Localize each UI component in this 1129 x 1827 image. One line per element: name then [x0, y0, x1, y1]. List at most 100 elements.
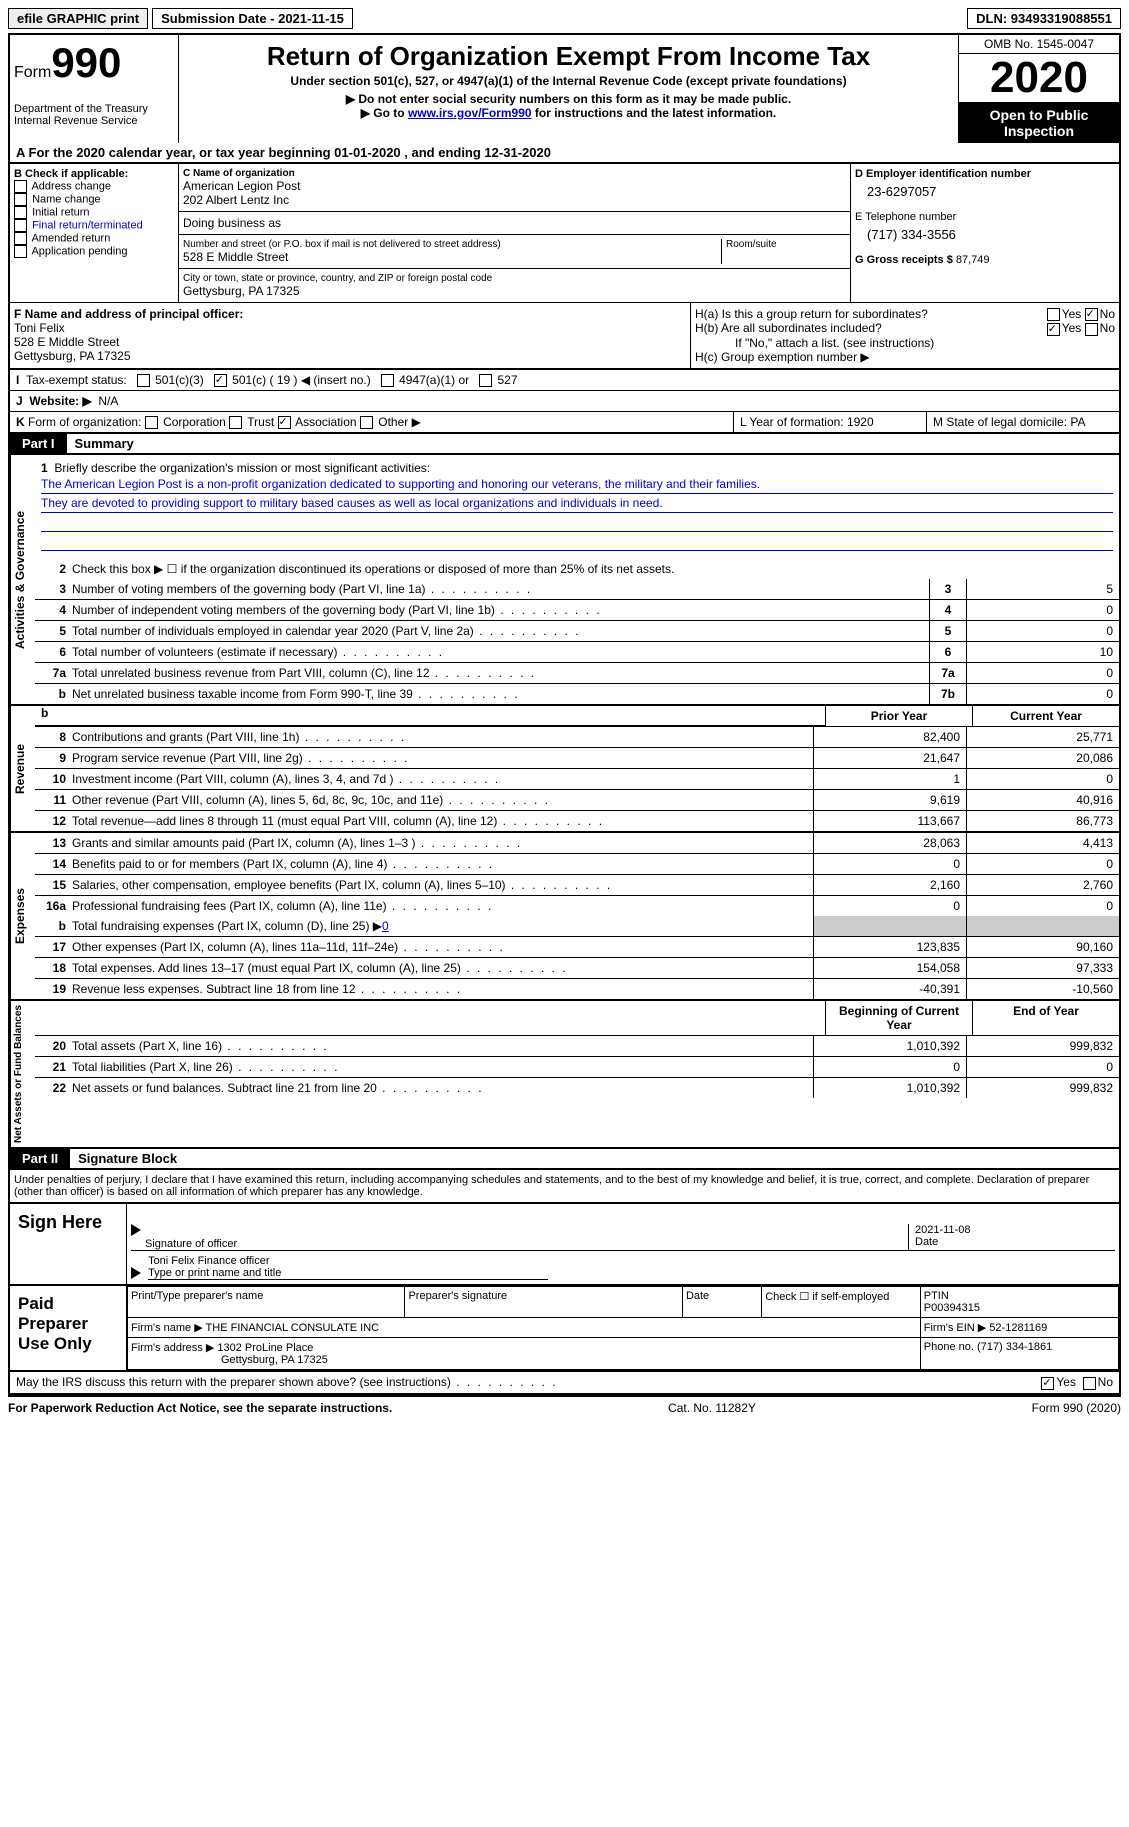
officer-addr2: Gettysburg, PA 17325	[14, 349, 686, 363]
f-label: F Name and address of principal officer:	[14, 307, 686, 321]
governance-label: Activities & Governance	[10, 455, 35, 704]
officer-row: F Name and address of principal officer:…	[8, 302, 1121, 370]
form990-link[interactable]: www.irs.gov/Form990	[408, 106, 532, 120]
mission-text2: They are devoted to providing support to…	[41, 496, 1113, 513]
sig-date: 2021-11-08	[915, 1224, 1115, 1236]
gov-line: 7aTotal unrelated business revenue from …	[35, 663, 1119, 684]
domicile: M State of legal domicile: PA	[927, 412, 1119, 432]
warn2-prefix: ▶ Go to	[361, 106, 408, 120]
preparer-table: Print/Type preparer's name Preparer's si…	[127, 1286, 1119, 1370]
revenue-label: Revenue	[10, 706, 35, 831]
expenses-label: Expenses	[10, 833, 35, 999]
arrow-icon	[131, 1267, 141, 1279]
warn1: ▶ Do not enter social security numbers o…	[183, 92, 954, 106]
phone-label: E Telephone number	[855, 211, 1115, 223]
year-formation: L Year of formation: 1920	[734, 412, 927, 432]
form-subtitle: Under section 501(c), 527, or 4947(a)(1)…	[183, 74, 954, 88]
part1-header: Part I Summary	[8, 434, 1121, 455]
dln-label: DLN: 93493319088551	[967, 8, 1121, 29]
footer-right: Form 990 (2020)	[1032, 1401, 1121, 1415]
mission-label: Briefly describe the organization's miss…	[54, 461, 430, 475]
revenue-section: Revenue bPrior YearCurrent Year 8Contrib…	[8, 706, 1121, 833]
sign-here-label: Sign Here	[10, 1204, 127, 1284]
gross-value: 87,749	[956, 254, 990, 266]
discuss-row: May the IRS discuss this return with the…	[8, 1372, 1121, 1394]
summary-line: 16aProfessional fundraising fees (Part I…	[35, 896, 1119, 916]
end-year-header: End of Year	[972, 1001, 1119, 1035]
form-label: Form	[14, 64, 51, 81]
ein-value: 23-6297057	[867, 184, 1115, 199]
officer-printed-name: Toni Felix Finance officer	[148, 1255, 269, 1267]
gross-label: G Gross receipts $	[855, 254, 953, 266]
gov-line: 3Number of voting members of the governi…	[35, 579, 1119, 600]
city-state-zip: Gettysburg, PA 17325	[183, 284, 846, 298]
form-title: Return of Organization Exempt From Incom…	[183, 41, 954, 72]
city-label: City or town, state or province, country…	[183, 273, 846, 284]
summary-line: 10Investment income (Part VIII, column (…	[35, 769, 1119, 790]
ha-label: H(a) Is this a group return for subordin…	[695, 307, 928, 321]
officer-addr1: 528 E Middle Street	[14, 335, 686, 349]
ein-label: D Employer identification number	[855, 168, 1115, 180]
tax-year: 2020	[959, 54, 1119, 103]
form-header: Form990 Department of the Treasury Inter…	[8, 33, 1121, 143]
footer-mid: Cat. No. 11282Y	[668, 1401, 756, 1415]
yes-label: Yes	[1062, 307, 1082, 321]
summary-line: 13Grants and similar amounts paid (Part …	[35, 833, 1119, 854]
chk-address: Address change	[31, 180, 111, 192]
line2-text: Check this box ▶ ☐ if the organization d…	[69, 559, 1119, 579]
no-label-2: No	[1100, 321, 1115, 335]
chk-name: Name change	[32, 193, 101, 205]
hc-label: H(c) Group exemption number ▶	[695, 350, 1115, 364]
chk-amended: Amended return	[31, 232, 110, 244]
omb-number: OMB No. 1545-0047	[959, 35, 1119, 54]
chk-final: Final return/terminated	[32, 219, 143, 231]
begin-year-header: Beginning of Current Year	[825, 1001, 972, 1035]
no-label: No	[1100, 307, 1115, 321]
netassets-label: Net Assets or Fund Balances	[10, 1001, 35, 1147]
org-name2: 202 Albert Lentz Inc	[183, 193, 846, 207]
page-footer: For Paperwork Reduction Act Notice, see …	[8, 1395, 1121, 1419]
chk-initial: Initial return	[32, 206, 89, 218]
efile-button[interactable]: efile GRAPHIC print	[8, 8, 148, 29]
sign-here-row: Sign Here Signature of officer 2021-11-0…	[8, 1204, 1121, 1286]
col-b-label: B Check if applicable:	[14, 168, 174, 180]
summary-line: 15Salaries, other compensation, employee…	[35, 875, 1119, 896]
hb-note: If "No," attach a list. (see instruction…	[735, 336, 1115, 350]
yes-label-2: Yes	[1062, 321, 1082, 335]
arrow-icon	[131, 1224, 141, 1236]
summary-line: 11Other revenue (Part VIII, column (A), …	[35, 790, 1119, 811]
prior-year-header: Prior Year	[825, 706, 972, 726]
summary-line: 14Benefits paid to or for members (Part …	[35, 854, 1119, 875]
part2-header: Part II Signature Block	[8, 1149, 1121, 1170]
identity-row: B Check if applicable: Address change Na…	[8, 164, 1121, 302]
summary-line: 20Total assets (Part X, line 16)1,010,39…	[35, 1036, 1119, 1057]
form-number: 990	[51, 39, 121, 86]
submission-date: Submission Date - 2021-11-15	[152, 8, 353, 29]
summary-line: 21Total liabilities (Part X, line 26)00	[35, 1057, 1119, 1078]
current-year-header: Current Year	[972, 706, 1119, 726]
street-address: 528 E Middle Street	[183, 250, 721, 264]
summary-line: 12Total revenue—add lines 8 through 11 (…	[35, 811, 1119, 831]
gov-line: 6Total number of volunteers (estimate if…	[35, 642, 1119, 663]
row-i: I Tax-exempt status: 501(c)(3) 501(c) ( …	[8, 370, 1121, 391]
warn2-suffix: for instructions and the latest informat…	[532, 106, 777, 120]
gov-line: bNet unrelated business taxable income f…	[35, 684, 1119, 704]
room-label: Room/suite	[721, 239, 846, 264]
dept-label: Department of the Treasury Internal Reve…	[14, 103, 174, 127]
open-public-badge: Open to Public Inspection	[959, 103, 1119, 143]
sig-officer-label: Signature of officer	[145, 1238, 908, 1250]
summary-line: 22Net assets or fund balances. Subtract …	[35, 1078, 1119, 1098]
summary-line: 8Contributions and grants (Part VIII, li…	[35, 727, 1119, 748]
summary-line: 17Other expenses (Part IX, column (A), l…	[35, 937, 1119, 958]
summary-line: 19Revenue less expenses. Subtract line 1…	[35, 979, 1119, 999]
row-j: J Website: ▶ N/A	[8, 391, 1121, 412]
officer-name: Toni Felix	[14, 321, 686, 335]
summary-line: 9Program service revenue (Part VIII, lin…	[35, 748, 1119, 769]
phone-value: (717) 334-3556	[867, 227, 1115, 242]
governance-section: Activities & Governance 1 Briefly descri…	[8, 455, 1121, 706]
sig-date-label: Date	[915, 1236, 1115, 1248]
row-klm: K Form of organization: Corporation Trus…	[8, 412, 1121, 434]
top-toolbar: efile GRAPHIC print Submission Date - 20…	[8, 8, 1121, 29]
netassets-section: Net Assets or Fund Balances Beginning of…	[8, 1001, 1121, 1149]
declaration-text: Under penalties of perjury, I declare th…	[8, 1170, 1121, 1204]
